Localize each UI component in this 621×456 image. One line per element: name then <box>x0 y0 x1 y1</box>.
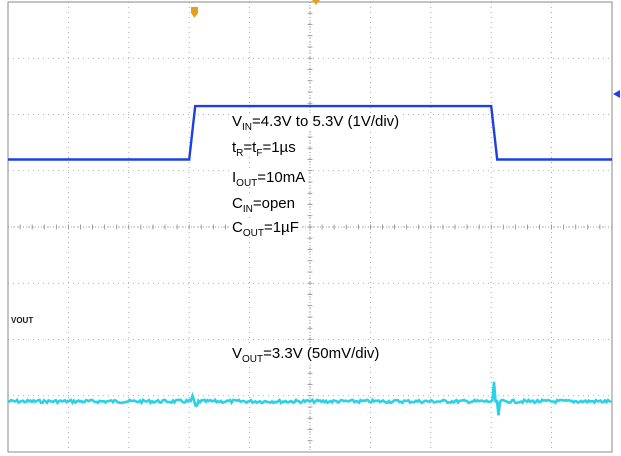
vout-trace <box>7 381 612 416</box>
waveform-traces <box>7 104 612 416</box>
annotation-subscript: OUT <box>236 178 258 189</box>
trigger-position-marker <box>191 7 198 18</box>
annotation-subscript: R <box>236 148 244 159</box>
annotation-rise-fall-time: tR=tF=1µs <box>229 139 299 159</box>
annotation-cin: CIN=open <box>229 195 298 215</box>
annotation-iout: IOUT=10mA <box>229 169 309 189</box>
annotation-subscript: OUT <box>242 354 264 365</box>
scope-markers <box>191 0 620 98</box>
vin-trace <box>8 104 612 161</box>
vout-channel-label: VOUT <box>11 316 34 325</box>
annotation-subscript: IN <box>242 204 253 215</box>
annotation-cout: COUT=1µF <box>229 219 302 239</box>
time-reference-marker <box>312 0 320 5</box>
annotation-vout: VOUT=3.3V (50mV/div) <box>229 345 383 365</box>
annotation-subscript: F <box>256 148 263 159</box>
trigger-level-marker <box>613 90 620 98</box>
annotation-vin: VIN=4.3V to 5.3V (1V/div) <box>229 113 403 133</box>
annotation-subscript: OUT <box>242 228 264 239</box>
annotation-subscript: IN <box>242 122 253 133</box>
graticule-grid <box>7 1 613 453</box>
